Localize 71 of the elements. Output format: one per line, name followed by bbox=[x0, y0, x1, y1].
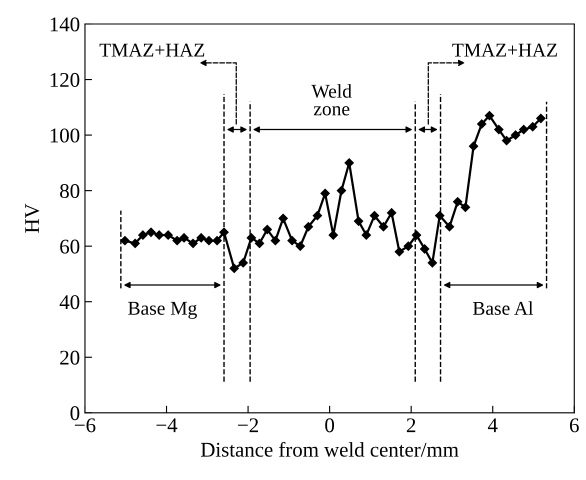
x-tick-label: −6 bbox=[74, 418, 96, 432]
point bbox=[394, 247, 404, 256]
point bbox=[484, 111, 494, 120]
annotation: Weld zone bbox=[311, 84, 352, 116]
point bbox=[468, 142, 478, 151]
x-tick-label: 0 bbox=[325, 418, 334, 432]
point bbox=[254, 238, 264, 248]
point bbox=[494, 124, 504, 134]
point bbox=[453, 197, 462, 206]
y-tick-label: 80 bbox=[60, 184, 80, 198]
point bbox=[460, 202, 470, 212]
annotation: TMAZ+HAZ bbox=[452, 44, 557, 56]
point bbox=[138, 230, 148, 240]
y-tick-label: 120 bbox=[50, 72, 80, 87]
point bbox=[510, 130, 520, 140]
y-tick-label: 100 bbox=[50, 128, 80, 143]
point bbox=[172, 236, 182, 246]
point bbox=[435, 211, 444, 220]
point bbox=[378, 222, 388, 232]
x-axis-title: Distance from weld center/mm bbox=[200, 442, 459, 457]
y-tick-label: 60 bbox=[60, 240, 80, 254]
x-tick-label: −2 bbox=[238, 418, 258, 432]
annotation: Base Al bbox=[472, 301, 534, 315]
x-tick-label: 6 bbox=[570, 418, 579, 432]
point bbox=[219, 228, 229, 237]
point bbox=[420, 244, 430, 254]
annotation: Base Mg bbox=[128, 302, 197, 319]
point bbox=[404, 242, 413, 251]
point bbox=[328, 230, 338, 240]
point bbox=[354, 216, 364, 226]
annotation: TMAZ+HAZ bbox=[100, 44, 204, 56]
y-tick-label: 0 bbox=[70, 406, 80, 420]
point bbox=[444, 222, 454, 232]
y-tick-label: 140 bbox=[50, 17, 80, 32]
point bbox=[238, 258, 248, 268]
point bbox=[212, 236, 222, 246]
point bbox=[370, 211, 380, 220]
point bbox=[204, 236, 214, 246]
point bbox=[344, 158, 354, 168]
point bbox=[154, 230, 164, 240]
point bbox=[362, 230, 371, 240]
point bbox=[230, 264, 239, 274]
y-tick-label: 40 bbox=[60, 295, 80, 310]
point bbox=[196, 233, 206, 242]
point bbox=[519, 124, 528, 134]
point bbox=[502, 136, 512, 146]
point bbox=[336, 186, 346, 196]
point bbox=[536, 114, 546, 124]
point bbox=[312, 211, 322, 220]
point bbox=[188, 238, 198, 248]
point bbox=[528, 122, 538, 132]
point bbox=[179, 233, 189, 242]
point bbox=[386, 208, 396, 218]
y-tick-label: 20 bbox=[60, 350, 80, 365]
y-axis-title: HV bbox=[25, 204, 40, 233]
point bbox=[130, 238, 140, 248]
point bbox=[287, 236, 297, 246]
point bbox=[164, 230, 173, 240]
point bbox=[278, 214, 288, 224]
point bbox=[270, 236, 280, 246]
point bbox=[262, 224, 272, 234]
point bbox=[320, 188, 330, 198]
point bbox=[296, 242, 305, 251]
point bbox=[304, 222, 314, 232]
x-tick-label: 2 bbox=[406, 418, 416, 432]
point bbox=[428, 258, 438, 268]
x-tick-label: −4 bbox=[156, 418, 178, 432]
point bbox=[477, 119, 486, 129]
x-tick-label: 4 bbox=[488, 418, 498, 432]
point bbox=[120, 236, 130, 246]
point bbox=[146, 228, 156, 237]
